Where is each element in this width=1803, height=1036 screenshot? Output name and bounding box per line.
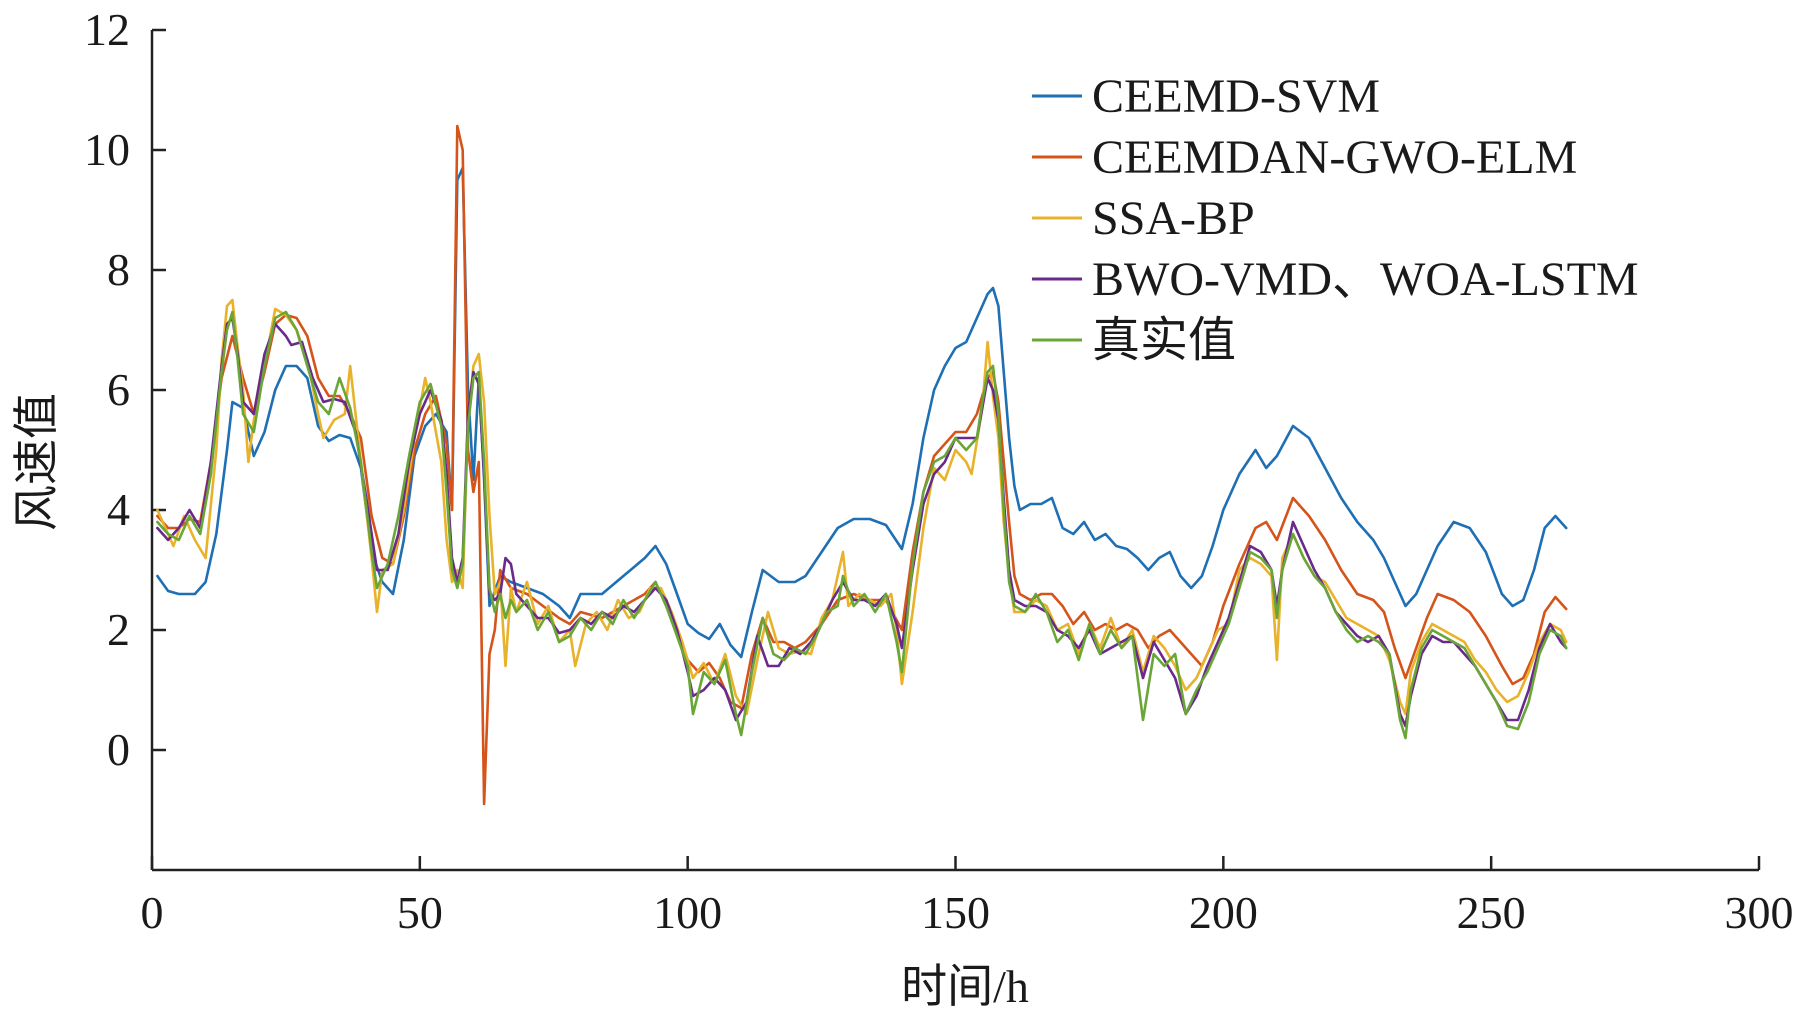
legend-label: 真实值 (1092, 314, 1236, 367)
legend-label: SSA-BP (1092, 192, 1255, 245)
x-tick-label: 300 (1725, 887, 1794, 938)
legend-label: CEEMD-SVM (1092, 70, 1380, 123)
legend-entry: 真实值 (1032, 314, 1236, 367)
legend-label: BWO-VMD、WOA-LSTM (1092, 253, 1639, 306)
y-tick-label: 12 (84, 4, 130, 55)
legend-entry: CEEMDAN-GWO-ELM (1032, 131, 1577, 184)
x-tick-label: 50 (397, 887, 443, 938)
y-tick-label: 8 (107, 244, 130, 295)
x-tick-label: 200 (1189, 887, 1258, 938)
legend-entry: SSA-BP (1032, 192, 1255, 245)
series-line (156, 166, 1568, 659)
y-tick-label: 6 (107, 364, 130, 415)
series-line (156, 310, 1568, 740)
series-line (156, 124, 1568, 806)
x-tick-label: 0 (141, 887, 164, 938)
x-tick-label: 250 (1457, 887, 1526, 938)
legend-entry: BWO-VMD、WOA-LSTM (1032, 253, 1639, 306)
series-group (156, 124, 1568, 806)
legend-label: CEEMDAN-GWO-ELM (1092, 131, 1577, 184)
series-group (156, 310, 1568, 740)
y-tick-label: 4 (107, 484, 130, 535)
y-tick-label: 0 (107, 724, 130, 775)
y-tick-label: 10 (84, 124, 130, 175)
y-tick-label: 2 (107, 604, 130, 655)
y-axis-title: 风速值 (11, 393, 62, 531)
legend-entry: CEEMD-SVM (1032, 70, 1380, 123)
legend: CEEMD-SVM CEEMDAN-GWO-ELM SSA-BP BWO-VMD、WO… (1032, 70, 1639, 367)
plot-series (156, 124, 1568, 806)
x-tick-label: 150 (921, 887, 990, 938)
axes: 0 2 4 6 8 10 12 0 50 100 150 200 250 300 (84, 4, 1794, 938)
x-tick-label: 100 (653, 887, 722, 938)
series-group (156, 166, 1568, 659)
x-axis-title: 时间/h (901, 961, 1029, 1012)
